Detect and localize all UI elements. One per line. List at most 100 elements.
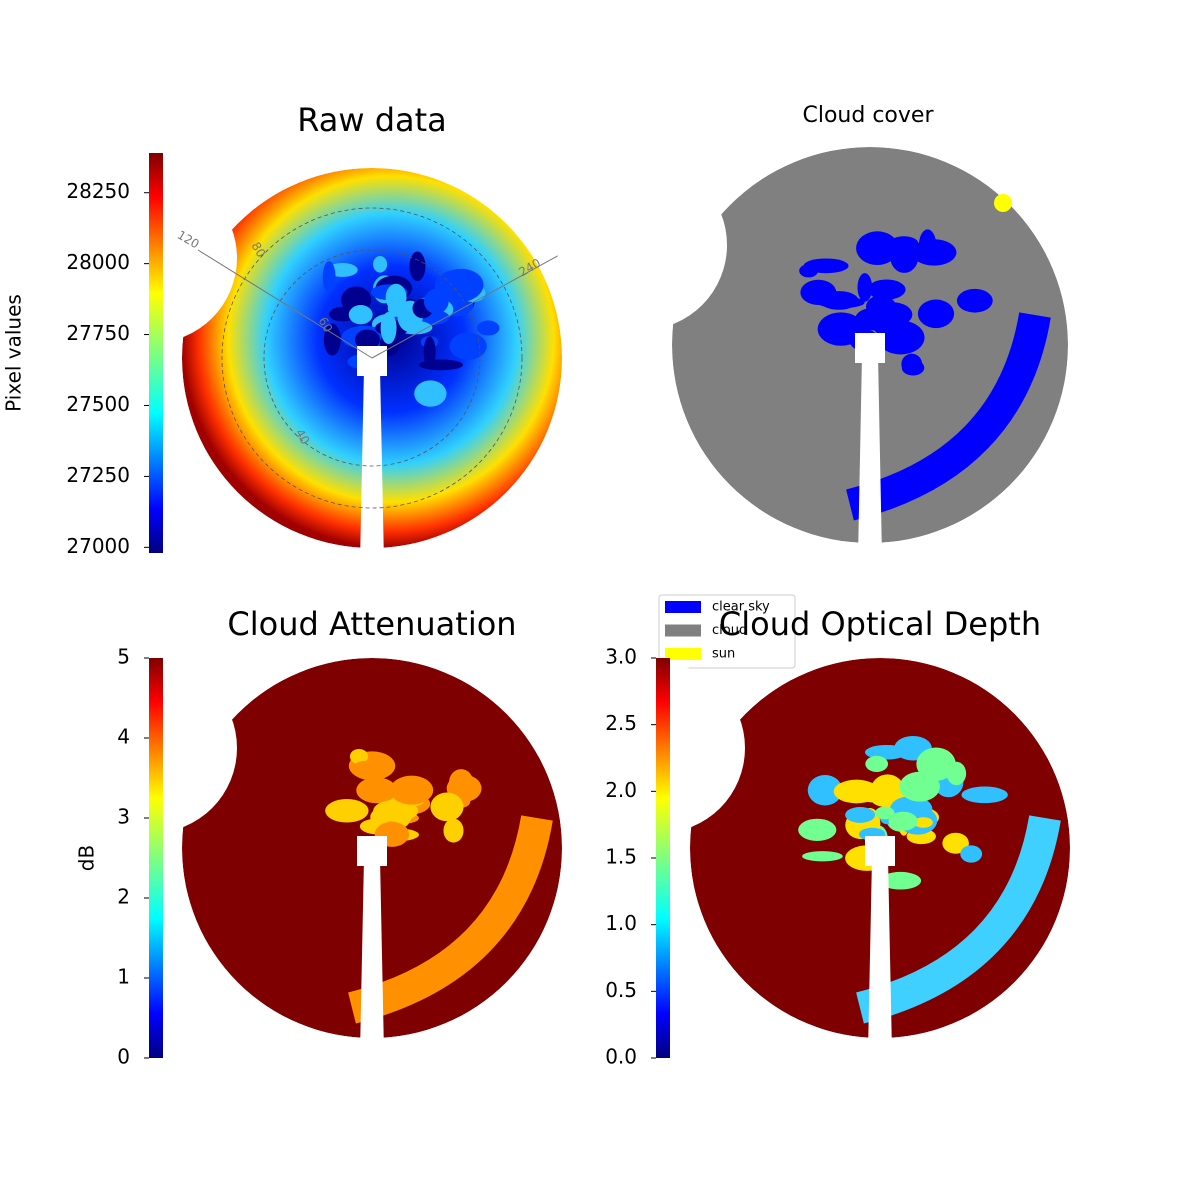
sky-blob: [385, 283, 407, 312]
sky-blob: [802, 851, 843, 862]
sky-arc: [846, 312, 1051, 521]
colorbar-tick-label: 27250: [66, 463, 130, 487]
sky-blob: [833, 779, 880, 804]
mast: [868, 858, 892, 1053]
sky-blob: [434, 269, 483, 303]
sky-blob: [899, 771, 940, 802]
sky-blob: [322, 261, 336, 293]
colorbar-tick-label: 3.0: [605, 645, 637, 669]
colorbar: [149, 658, 163, 1058]
polar-label: 80: [249, 240, 269, 260]
colorbar: [149, 153, 163, 553]
sky-blob: [917, 299, 955, 329]
sky-blob: [325, 798, 369, 823]
sky-blob: [409, 251, 426, 282]
sky-blob: [867, 279, 906, 300]
sky-blob: [390, 775, 434, 805]
legend-swatch: [665, 624, 701, 637]
sky-blob: [430, 792, 464, 822]
sky-blob: [888, 811, 918, 831]
colorbar-tick-label: 1.0: [605, 911, 637, 935]
sky-blob: [942, 832, 969, 854]
mast: [858, 355, 882, 558]
legend-label: sun: [712, 647, 735, 662]
sky-blob: [901, 353, 923, 375]
sky-image: [67, 658, 562, 1053]
colorbar-tick-label: 27500: [66, 392, 130, 416]
colorbar-tick-label: 5: [117, 645, 130, 669]
sky-blob: [380, 311, 397, 345]
mast: [360, 858, 384, 1053]
legend-label: cloud: [712, 623, 747, 638]
panel-title: Cloud cover: [803, 103, 935, 128]
mast-head: [855, 333, 885, 363]
sky-image: [557, 147, 1068, 558]
mast-head: [357, 836, 387, 866]
sky-image: [575, 658, 1070, 1053]
sky-blob: [414, 380, 447, 407]
sky-blob: [856, 231, 899, 266]
sky-blob: [352, 760, 387, 773]
sky-notch: [557, 160, 727, 330]
sky-blob: [418, 359, 464, 371]
colorbar-tick-label: 28250: [66, 179, 130, 203]
sun-marker: [994, 194, 1012, 212]
colorbar-tick-label: 0.0: [605, 1045, 637, 1069]
legend-swatch: [665, 648, 701, 660]
sky-blob: [354, 329, 380, 350]
colorbar-tick-label: 0.5: [605, 978, 637, 1002]
colorbar-label: dB: [75, 845, 99, 871]
sky-blob: [477, 320, 500, 336]
colorbar-tick-label: 27000: [66, 534, 130, 558]
sky-blob: [875, 806, 895, 820]
polar-ring: [263, 249, 481, 467]
sky-blob: [373, 799, 419, 822]
legend-swatch: [665, 601, 701, 613]
sky-blob: [956, 288, 993, 313]
sky-blob: [323, 323, 341, 356]
mast-head: [865, 836, 895, 866]
colorbar-tick-label: 0: [117, 1045, 130, 1069]
polar-spoke: [371, 247, 573, 359]
sky-blob: [946, 761, 967, 786]
sky-blob: [373, 256, 388, 273]
colorbar-tick-label: 2: [117, 885, 130, 909]
sky-blob: [857, 273, 873, 302]
sky-blob: [961, 786, 1008, 804]
polar-label: 40: [293, 427, 313, 447]
sky-blob: [913, 817, 933, 828]
colorbar-tick-label: 28000: [66, 250, 130, 274]
panel-title: Cloud Attenuation: [227, 605, 516, 643]
polar-spoke: [197, 249, 373, 359]
sky-blob: [916, 747, 956, 781]
sky-blob: [871, 302, 892, 335]
colorbar-tick-label: 1.5: [605, 845, 637, 869]
panel-title: Cloud Optical Depth: [719, 605, 1041, 643]
sky-blob: [349, 748, 369, 765]
colorbar: [656, 658, 670, 1058]
sky-blob: [799, 264, 819, 278]
sky-blob: [449, 769, 474, 796]
sky-blob: [865, 755, 889, 773]
sky-blob: [960, 845, 983, 863]
mast-head: [357, 346, 387, 376]
sky-blob: [348, 304, 373, 325]
polar-label: 60: [316, 315, 336, 335]
colorbar-tick-label: 1: [117, 965, 130, 989]
colorbar-tick-label: 2.0: [605, 778, 637, 802]
sky-blob: [817, 312, 865, 346]
sky-blob: [443, 818, 464, 843]
legend-label: clear sky: [712, 600, 770, 615]
colorbar-tick-label: 4: [117, 725, 130, 749]
colorbar-tick-label: 27750: [66, 321, 130, 345]
colorbar-tick-label: 2.5: [605, 711, 637, 735]
colorbar-tick-label: 3: [117, 805, 130, 829]
sky-blob: [879, 871, 922, 890]
sky-blob: [449, 332, 487, 360]
polar-ring: [221, 207, 523, 509]
sky-arc: [348, 815, 553, 1024]
sky-blob: [918, 229, 937, 262]
sky-blob: [800, 279, 837, 305]
colorbar-label: Pixel values: [2, 294, 26, 412]
